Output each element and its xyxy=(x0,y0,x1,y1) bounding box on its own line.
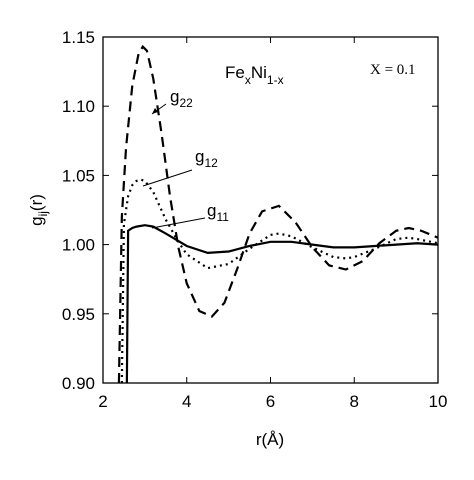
y-tick-label: 1.15 xyxy=(62,28,95,47)
x-tick-label: 6 xyxy=(266,392,275,411)
y-axis-label: gij(r) xyxy=(27,194,50,226)
x-tick-label: 4 xyxy=(182,392,191,411)
series-line xyxy=(120,178,439,384)
y-tick-label: 0.95 xyxy=(62,305,95,324)
y-tick-label: 1.05 xyxy=(62,166,95,185)
series-label: g12 xyxy=(195,147,218,170)
y-tick-label: 0.90 xyxy=(62,374,95,393)
annotation: X = 0.1 xyxy=(370,62,416,78)
chart-title: FexNi1-x xyxy=(225,63,284,87)
y-tick-label: 1.10 xyxy=(62,97,95,116)
x-tick-label: 2 xyxy=(98,392,107,411)
y-tick-label: 1.00 xyxy=(62,236,95,255)
x-tick-label: 8 xyxy=(350,392,359,411)
x-tick-label: 10 xyxy=(429,392,448,411)
series-line xyxy=(125,224,439,384)
x-axis-label: r(Å) xyxy=(256,430,284,449)
arrowhead xyxy=(152,108,158,114)
series-label: g11 xyxy=(207,201,229,224)
series-label: g22 xyxy=(170,87,193,110)
pointer xyxy=(151,217,206,229)
series-line xyxy=(117,44,439,384)
plot-frame xyxy=(102,36,439,384)
